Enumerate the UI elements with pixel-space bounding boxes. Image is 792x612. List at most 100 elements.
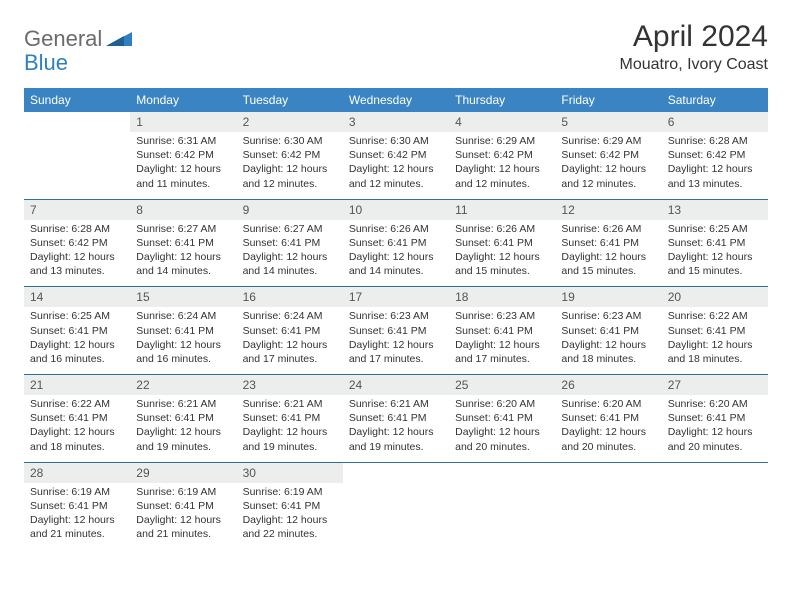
day-content-cell: Sunrise: 6:25 AMSunset: 6:41 PMDaylight:… (24, 307, 130, 374)
sunset-text: Sunset: 6:41 PM (561, 411, 655, 425)
daylight-text-2: and 11 minutes. (136, 177, 230, 191)
sunrise-text: Sunrise: 6:29 AM (561, 134, 655, 148)
day-content-cell: Sunrise: 6:26 AMSunset: 6:41 PMDaylight:… (343, 220, 449, 287)
day-number-cell: 19 (555, 287, 661, 308)
day-content-cell: Sunrise: 6:27 AMSunset: 6:41 PMDaylight:… (130, 220, 236, 287)
daylight-text-1: Daylight: 12 hours (668, 162, 762, 176)
day-number-row: 14151617181920 (24, 287, 768, 308)
sunrise-text: Sunrise: 6:23 AM (455, 309, 549, 323)
daylight-text-2: and 15 minutes. (668, 264, 762, 278)
day-number-cell: 6 (662, 112, 768, 132)
day-content-cell: Sunrise: 6:20 AMSunset: 6:41 PMDaylight:… (555, 395, 661, 462)
day-number-cell: 25 (449, 375, 555, 396)
day-of-week-row: Sunday Monday Tuesday Wednesday Thursday… (24, 88, 768, 112)
sunset-text: Sunset: 6:41 PM (668, 324, 762, 338)
daylight-text-2: and 18 minutes. (561, 352, 655, 366)
day-content-cell: Sunrise: 6:28 AMSunset: 6:42 PMDaylight:… (24, 220, 130, 287)
sunset-text: Sunset: 6:41 PM (561, 236, 655, 250)
daylight-text-1: Daylight: 12 hours (243, 425, 337, 439)
sunrise-text: Sunrise: 6:26 AM (349, 222, 443, 236)
day-number-cell (24, 112, 130, 132)
daylight-text-2: and 13 minutes. (30, 264, 124, 278)
day-number-cell: 28 (24, 462, 130, 483)
sunset-text: Sunset: 6:41 PM (30, 411, 124, 425)
sunrise-text: Sunrise: 6:31 AM (136, 134, 230, 148)
daylight-text-1: Daylight: 12 hours (349, 162, 443, 176)
sunset-text: Sunset: 6:41 PM (136, 236, 230, 250)
day-number-cell: 22 (130, 375, 236, 396)
day-number-cell: 2 (237, 112, 343, 132)
day-content-cell: Sunrise: 6:25 AMSunset: 6:41 PMDaylight:… (662, 220, 768, 287)
dow-sunday: Sunday (24, 88, 130, 112)
day-content-cell (662, 483, 768, 550)
sunrise-text: Sunrise: 6:28 AM (30, 222, 124, 236)
daylight-text-2: and 12 minutes. (561, 177, 655, 191)
sunset-text: Sunset: 6:41 PM (136, 499, 230, 513)
day-number-cell: 27 (662, 375, 768, 396)
sunrise-text: Sunrise: 6:24 AM (243, 309, 337, 323)
day-number-row: 123456 (24, 112, 768, 132)
sunset-text: Sunset: 6:41 PM (243, 236, 337, 250)
sunrise-text: Sunrise: 6:23 AM (561, 309, 655, 323)
day-number-row: 78910111213 (24, 199, 768, 220)
sunrise-text: Sunrise: 6:27 AM (136, 222, 230, 236)
dow-monday: Monday (130, 88, 236, 112)
daylight-text-2: and 19 minutes. (349, 440, 443, 454)
sunrise-text: Sunrise: 6:28 AM (668, 134, 762, 148)
daylight-text-2: and 18 minutes. (30, 440, 124, 454)
day-content-row: Sunrise: 6:25 AMSunset: 6:41 PMDaylight:… (24, 307, 768, 374)
sunrise-text: Sunrise: 6:22 AM (668, 309, 762, 323)
sunrise-text: Sunrise: 6:26 AM (561, 222, 655, 236)
sunrise-text: Sunrise: 6:20 AM (455, 397, 549, 411)
daylight-text-2: and 14 minutes. (136, 264, 230, 278)
sunset-text: Sunset: 6:41 PM (243, 324, 337, 338)
daylight-text-2: and 21 minutes. (30, 527, 124, 541)
day-number-cell: 16 (237, 287, 343, 308)
day-content-cell: Sunrise: 6:21 AMSunset: 6:41 PMDaylight:… (130, 395, 236, 462)
daylight-text-2: and 18 minutes. (668, 352, 762, 366)
day-content-cell: Sunrise: 6:21 AMSunset: 6:41 PMDaylight:… (343, 395, 449, 462)
daylight-text-1: Daylight: 12 hours (30, 513, 124, 527)
sunset-text: Sunset: 6:41 PM (136, 324, 230, 338)
day-content-row: Sunrise: 6:19 AMSunset: 6:41 PMDaylight:… (24, 483, 768, 550)
daylight-text-2: and 20 minutes. (668, 440, 762, 454)
sunrise-text: Sunrise: 6:21 AM (136, 397, 230, 411)
day-content-cell: Sunrise: 6:29 AMSunset: 6:42 PMDaylight:… (449, 132, 555, 199)
daylight-text-1: Daylight: 12 hours (136, 338, 230, 352)
sunset-text: Sunset: 6:41 PM (668, 236, 762, 250)
day-content-cell: Sunrise: 6:31 AMSunset: 6:42 PMDaylight:… (130, 132, 236, 199)
daylight-text-1: Daylight: 12 hours (349, 250, 443, 264)
daylight-text-2: and 12 minutes. (243, 177, 337, 191)
sunset-text: Sunset: 6:41 PM (30, 499, 124, 513)
day-content-cell: Sunrise: 6:26 AMSunset: 6:41 PMDaylight:… (449, 220, 555, 287)
day-number-row: 282930 (24, 462, 768, 483)
sunset-text: Sunset: 6:41 PM (561, 324, 655, 338)
day-content-cell: Sunrise: 6:20 AMSunset: 6:41 PMDaylight:… (449, 395, 555, 462)
day-content-cell (24, 132, 130, 199)
day-number-cell: 17 (343, 287, 449, 308)
sunset-text: Sunset: 6:42 PM (561, 148, 655, 162)
sunset-text: Sunset: 6:41 PM (243, 499, 337, 513)
day-content-cell: Sunrise: 6:19 AMSunset: 6:41 PMDaylight:… (237, 483, 343, 550)
sunrise-text: Sunrise: 6:21 AM (349, 397, 443, 411)
day-content-row: Sunrise: 6:28 AMSunset: 6:42 PMDaylight:… (24, 220, 768, 287)
daylight-text-2: and 17 minutes. (455, 352, 549, 366)
daylight-text-1: Daylight: 12 hours (136, 425, 230, 439)
day-number-cell: 14 (24, 287, 130, 308)
day-number-cell: 20 (662, 287, 768, 308)
daylight-text-2: and 20 minutes. (455, 440, 549, 454)
dow-friday: Friday (555, 88, 661, 112)
daylight-text-2: and 14 minutes. (349, 264, 443, 278)
daylight-text-2: and 22 minutes. (243, 527, 337, 541)
day-number-cell: 5 (555, 112, 661, 132)
logo-triangle-icon (106, 28, 132, 51)
daylight-text-1: Daylight: 12 hours (561, 250, 655, 264)
sunset-text: Sunset: 6:41 PM (668, 411, 762, 425)
sunset-text: Sunset: 6:42 PM (243, 148, 337, 162)
day-number-cell: 8 (130, 199, 236, 220)
dow-saturday: Saturday (662, 88, 768, 112)
daylight-text-2: and 12 minutes. (349, 177, 443, 191)
day-number-cell: 7 (24, 199, 130, 220)
sunrise-text: Sunrise: 6:27 AM (243, 222, 337, 236)
daylight-text-1: Daylight: 12 hours (349, 338, 443, 352)
